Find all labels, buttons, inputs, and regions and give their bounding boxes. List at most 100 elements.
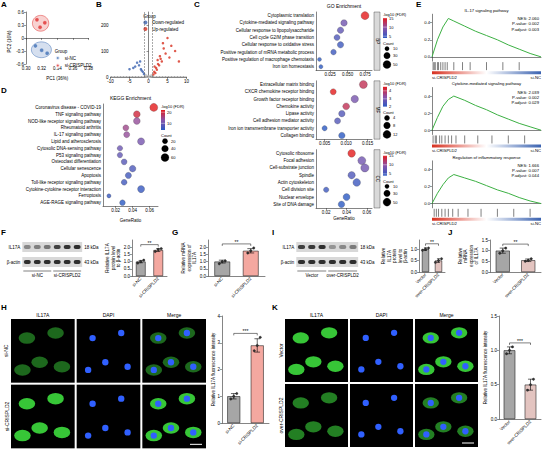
- svg-text:KEGG Enrichment: KEGG Enrichment: [110, 95, 152, 101]
- svg-text:-10: -10: [107, 79, 114, 84]
- svg-text:Vector: Vector: [278, 343, 284, 358]
- svg-text:0.010: 0.010: [341, 141, 353, 146]
- svg-text:NOD-like receptor signaling pa: NOD-like receptor signaling pathway: [28, 119, 102, 124]
- svg-text:over-CRISPLD2: over-CRISPLD2: [506, 419, 533, 446]
- svg-text:0.06: 0.06: [145, 208, 154, 213]
- svg-text:protein: protein: [392, 249, 397, 263]
- svg-text:IL-17 signaling pathway: IL-17 signaling pathway: [54, 132, 102, 137]
- svg-text:**: **: [148, 240, 152, 246]
- svg-text:si-CRISPLD2: si-CRISPLD2: [237, 423, 260, 446]
- svg-text:-log10 (FDR): -log10 (FDR): [383, 12, 407, 17]
- svg-text:0.02: 0.02: [322, 210, 331, 215]
- svg-text:50: 50: [393, 62, 398, 67]
- svg-text:0.5: 0.5: [411, 258, 418, 263]
- svg-text:β-actin: β-actin: [281, 260, 295, 265]
- svg-text:Apoptosis: Apoptosis: [81, 173, 102, 178]
- svg-text:10: 10: [393, 46, 398, 51]
- svg-text:0.0: 0.0: [424, 201, 430, 206]
- svg-text:Cytokine-mediated signaling pa: Cytokine-mediated signaling pathway: [452, 81, 522, 86]
- svg-text:30: 30: [393, 53, 398, 58]
- svg-text:Relative IL17A fluorescence in: Relative IL17A fluorescence intensity: [211, 332, 216, 406]
- svg-text:3: 3: [389, 96, 392, 101]
- svg-text:Relative: Relative: [458, 247, 463, 264]
- svg-text:IL17A: IL17A: [387, 250, 392, 262]
- svg-text:0.3: 0.3: [18, 23, 25, 28]
- svg-text:Cytosolic DNA-sensing pathway: Cytosolic DNA-sensing pathway: [37, 146, 102, 151]
- svg-text:to β-actin: to β-actin: [116, 248, 121, 267]
- svg-text:0.5: 0.5: [200, 266, 207, 271]
- svg-text:43 kDa: 43 kDa: [84, 260, 99, 265]
- svg-text:protein level: protein level: [111, 246, 116, 270]
- svg-text:Regulation of inflammatory res: Regulation of inflammatory response: [452, 155, 521, 160]
- svg-text:0.0: 0.0: [411, 270, 418, 275]
- svg-text:IL17A: IL17A: [36, 312, 50, 318]
- svg-text:Positive regulation of macroph: Positive regulation of macrophage chemot…: [222, 57, 315, 62]
- svg-text:0.005: 0.005: [319, 141, 331, 146]
- svg-text:1.5: 1.5: [491, 314, 498, 319]
- svg-text:1.0: 1.0: [491, 348, 498, 353]
- svg-text:0.0: 0.0: [491, 417, 498, 422]
- svg-text:Site of DNA damage: Site of DNA damage: [273, 202, 314, 207]
- svg-text:over-CRISPLD2: over-CRISPLD2: [327, 273, 360, 278]
- svg-text:Collagen binding: Collagen binding: [280, 133, 314, 138]
- svg-text:Chemokine activity: Chemokine activity: [276, 104, 315, 109]
- svg-text:Cellular response to oxidative: Cellular response to oxidative stress: [242, 42, 315, 47]
- svg-text:IL17A: IL17A: [192, 252, 197, 264]
- svg-text:Up-regulated: Up-regulated: [152, 27, 179, 32]
- svg-text:Count: Count: [161, 133, 173, 138]
- svg-text:PC1 (36%): PC1 (36%): [46, 76, 69, 81]
- svg-text:2.0: 2.0: [200, 245, 207, 250]
- svg-text:4: 4: [393, 115, 396, 120]
- svg-text:200: 200: [101, 23, 109, 28]
- svg-text:0.04: 0.04: [342, 210, 351, 215]
- svg-text:si-NC: si-NC: [531, 75, 541, 80]
- svg-text:1.0: 1.0: [411, 247, 418, 252]
- svg-text:AGE-RAGE signaling pathway: AGE-RAGE signaling pathway: [40, 200, 102, 205]
- svg-text:GO Enrichment: GO Enrichment: [327, 3, 362, 9]
- svg-text:Coronavirus disease - COVID-19: Coronavirus disease - COVID-19: [35, 105, 101, 110]
- svg-text:60: 60: [171, 155, 176, 160]
- svg-text:Cell cycle G2/M phase transiti: Cell cycle G2/M phase transition: [249, 35, 314, 40]
- svg-text:si-CRISPLD2: si-CRISPLD2: [54, 273, 81, 278]
- svg-text:Count: Count: [383, 110, 395, 115]
- svg-text:si-NC: si-NC: [224, 423, 236, 435]
- svg-text:18 kDa: 18 kDa: [84, 245, 99, 250]
- svg-text:0.025: 0.025: [324, 72, 336, 77]
- svg-text:IL17A: IL17A: [283, 245, 295, 250]
- svg-text:Growth factor receptor binding: Growth factor receptor binding: [253, 97, 314, 102]
- svg-text:β-actin: β-actin: [403, 249, 408, 263]
- svg-text:0.02: 0.02: [111, 208, 120, 213]
- svg-text:TNF signaling pathway: TNF signaling pathway: [55, 112, 102, 117]
- svg-text:Iron ion homeostasis: Iron ion homeostasis: [272, 64, 314, 69]
- svg-text:***: ***: [517, 338, 523, 344]
- svg-text:P53 signaling pathway: P53 signaling pathway: [56, 153, 102, 158]
- svg-text:β-actin: β-actin: [7, 260, 21, 265]
- svg-text:0.075: 0.075: [359, 72, 371, 77]
- svg-text:Toll-like receptor signaling p: Toll-like receptor signaling pathway: [31, 180, 102, 185]
- svg-text:5: 5: [389, 34, 392, 39]
- svg-text:1: 1: [217, 394, 220, 399]
- svg-text:0.0: 0.0: [200, 274, 207, 279]
- svg-text:Nuclear envelope: Nuclear envelope: [279, 195, 315, 200]
- svg-text:15: 15: [389, 16, 394, 21]
- svg-text:15: 15: [389, 153, 394, 158]
- svg-text:100: 100: [101, 49, 109, 54]
- svg-text:Cellular senescence: Cellular senescence: [60, 166, 101, 171]
- svg-text:Osteoclast differentiation: Osteoclast differentiation: [52, 159, 102, 164]
- svg-text:P.adjust: 0.003: P.adjust: 0.003: [512, 27, 540, 32]
- svg-text:expression: expression: [469, 245, 474, 267]
- svg-text:si-CRISPLD2: si-CRISPLD2: [65, 63, 92, 68]
- svg-text:Cytoplasmic translation: Cytoplasmic translation: [267, 13, 314, 18]
- svg-text:0.0: 0.0: [482, 270, 489, 275]
- svg-text:0.5: 0.5: [482, 259, 489, 264]
- svg-text:30: 30: [393, 191, 398, 196]
- svg-text:8: 8: [393, 123, 396, 128]
- svg-text:0: 0: [147, 79, 150, 84]
- svg-text:0.0: 0.0: [424, 54, 430, 59]
- svg-text:3: 3: [217, 340, 220, 345]
- svg-text:Cell-substrate junction: Cell-substrate junction: [269, 165, 314, 170]
- svg-text:IL17A: IL17A: [310, 312, 324, 318]
- svg-text:DAPI: DAPI: [376, 312, 388, 318]
- svg-text:over-CRISPLD2: over-CRISPLD2: [278, 397, 284, 433]
- svg-text:**: **: [430, 239, 434, 245]
